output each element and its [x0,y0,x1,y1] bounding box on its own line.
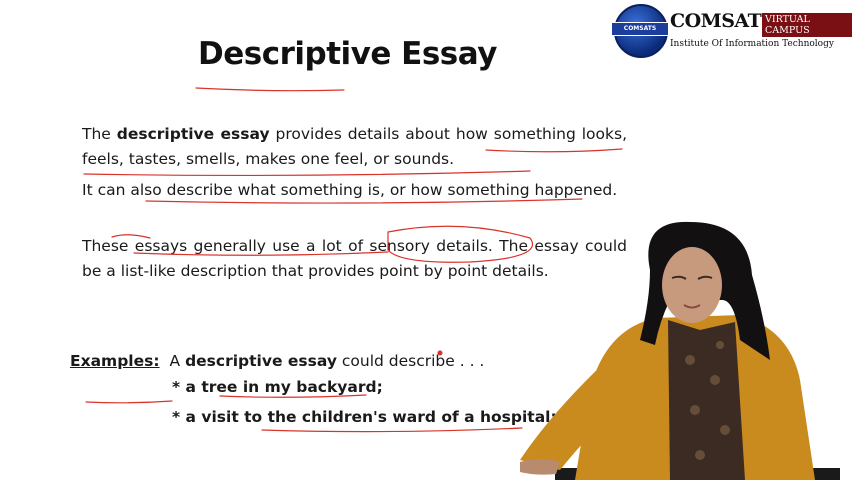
logo-name: COMSATS [670,10,775,32]
logo-subtitle: Institute Of Information Technology [670,39,834,49]
slide-title: Descriptive Essay [198,36,497,72]
examples-intro-post: could describe . . . [336,352,485,370]
scarf-pattern [685,341,730,460]
examples-label: Examples: [70,352,160,370]
examples-intro-bold: descriptive essay [185,352,337,370]
p1-post: provides details about how something loo… [82,125,627,168]
p1-bold-term: descriptive essay [116,125,270,143]
comsats-logo: COMSATS COMSATS VIRTUAL CAMPUS Institute… [612,2,852,58]
example-item: * a tree in my backyard; [172,378,383,396]
presenter-face [662,247,722,323]
paragraph-describe: It can also describe what something is, … [82,181,618,199]
paragraph-definition: The descriptive essay provides details a… [82,122,627,172]
presenter-scarf [668,320,745,480]
p1-pre: The [82,125,117,143]
examples-intro-pre: A [169,352,186,370]
examples-line: Examples: A descriptive essay could descr… [70,346,484,376]
example-item: * a visit to the children's ward of a ho… [172,408,557,426]
presenter-arm [520,330,650,470]
emblem-band: COMSATS [612,22,668,36]
presenter-hand [520,459,560,475]
virtual-campus-badge: VIRTUAL CAMPUS [762,13,852,37]
